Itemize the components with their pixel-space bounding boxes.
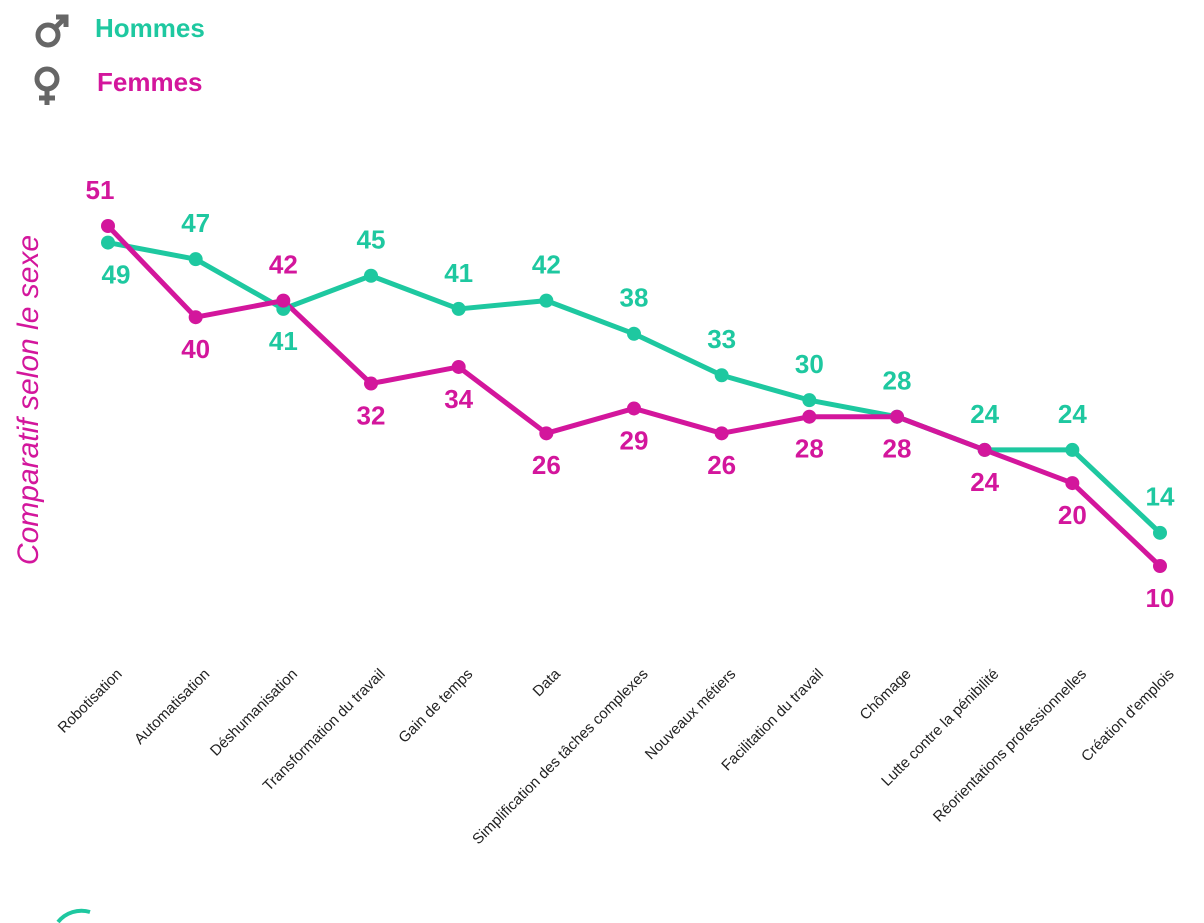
data-label: 24 [1058,399,1087,429]
data-label: 28 [883,434,912,464]
point [627,401,641,416]
data-label: 34 [444,384,473,414]
data-label: 28 [883,366,912,396]
point [188,252,203,267]
point [101,235,115,250]
point [714,368,729,383]
data-label: 38 [620,283,649,313]
x-tick-label: Data [530,665,565,700]
data-label: 26 [532,450,561,480]
female-icon [34,66,60,105]
logo [56,908,91,923]
data-label: 26 [707,450,736,480]
x-tick-label: Gain de temps [395,666,476,747]
point [1153,525,1167,540]
point [451,301,466,316]
data-label: 14 [1146,482,1175,512]
data-label: 24 [970,399,999,429]
data-label: 33 [707,324,736,354]
data-label: 49 [102,259,131,289]
x-tick-label: Nouveaux métiers [642,666,740,764]
legend-label: Femmes [97,67,203,97]
x-tick-label: Création d'emplois [1078,666,1178,766]
series-line [106,224,1162,568]
x-tick-label: Robotisation [55,666,126,737]
point [364,376,378,391]
data-label: 51 [86,175,115,205]
point [714,426,729,441]
data-label: 30 [795,349,824,379]
point [188,310,203,325]
point [977,442,992,457]
data-label: 29 [620,425,649,455]
point [802,393,817,408]
x-tick-label: Déshumanisation [207,666,301,760]
point [276,293,291,308]
data-label: 24 [970,467,999,497]
point [890,409,904,424]
point [451,359,466,374]
data-label: 41 [269,326,298,356]
data-label: 42 [269,250,298,280]
point [101,219,115,233]
data-label: 41 [444,258,473,288]
point [627,326,641,341]
point [802,409,817,424]
legend-label: Hommes [95,13,205,43]
point [539,293,554,308]
point [539,426,554,441]
x-tick-label: Chômage [857,666,915,724]
data-label: 10 [1146,583,1175,613]
x-tick-label: Automatisation [131,666,213,748]
chart-title: Comparatif selon le sexe [12,235,45,565]
data-label: 45 [357,225,386,255]
data-label: 47 [181,208,210,238]
male-icon [35,14,69,48]
point [1153,559,1167,573]
point [364,268,378,283]
data-label: 20 [1058,500,1087,530]
point [1065,476,1080,491]
data-label: 42 [532,250,561,280]
x-tick-label: Réorientations professionnelles [930,666,1090,826]
data-label: 32 [357,400,386,430]
data-label: 40 [181,334,210,364]
data-label: 28 [795,434,824,464]
x-tick-label: Simplification des tâches complexes [469,666,651,848]
point [1065,442,1080,457]
